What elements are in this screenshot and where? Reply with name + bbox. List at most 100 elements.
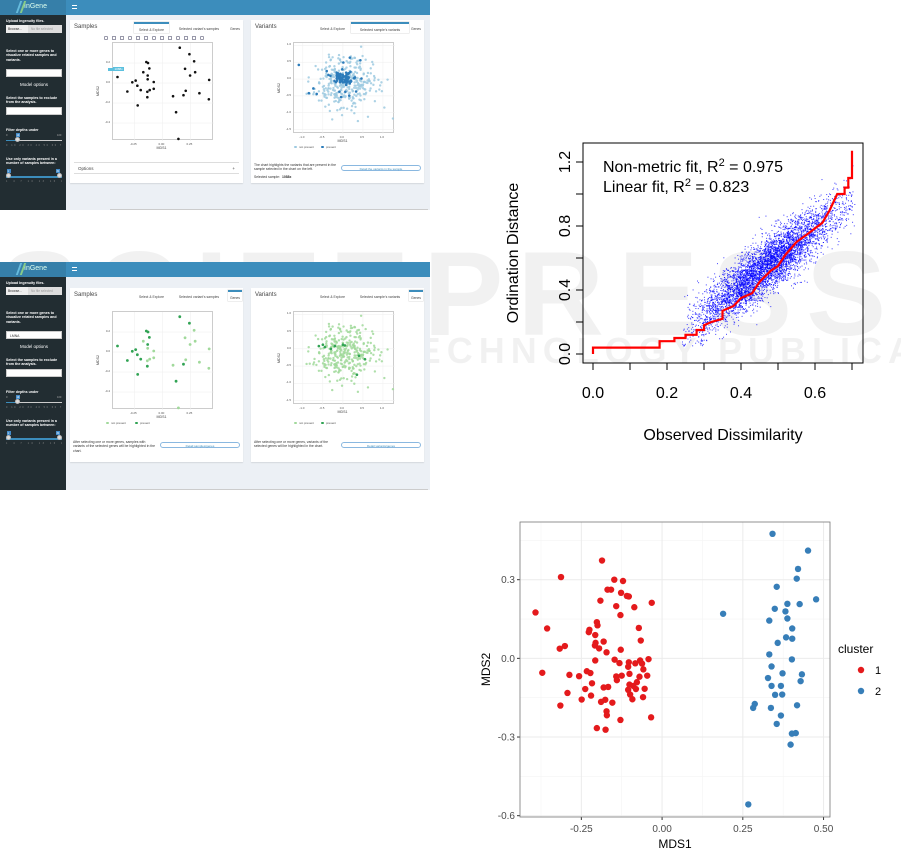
detail-button[interactable]: Detail variants/genes — [341, 442, 421, 448]
tab-genes[interactable]: Genes — [409, 290, 423, 301]
data-point — [784, 270, 786, 272]
zoom-out-icon[interactable] — [152, 36, 156, 40]
sample-point — [198, 91, 201, 95]
data-point — [783, 258, 785, 260]
scatter-plot-area[interactable] — [112, 311, 214, 410]
data-point — [745, 287, 747, 289]
variant-point — [324, 335, 328, 339]
x-tick-label: 0.00 — [158, 142, 165, 146]
tab-genes[interactable]: Genes — [228, 290, 242, 301]
variant-point — [342, 106, 345, 110]
tab-select-explore[interactable]: Select & Explore — [319, 27, 346, 31]
lasso-icon[interactable] — [136, 36, 140, 40]
scatter-plot-area[interactable] — [293, 42, 395, 134]
browse-button[interactable]: Browse... — [6, 287, 28, 295]
data-point — [813, 234, 815, 236]
data-point — [765, 257, 767, 259]
variant-point — [348, 91, 352, 94]
data-point — [790, 246, 792, 248]
sidebar-toggle-icon[interactable] — [72, 5, 77, 9]
data-point — [767, 261, 769, 263]
range-low-handle[interactable] — [6, 435, 11, 440]
data-point — [745, 276, 747, 278]
data-point — [800, 256, 802, 258]
data-point — [710, 294, 712, 296]
zoom-in-icon[interactable] — [144, 36, 148, 40]
filter-depth-slider[interactable] — [6, 140, 62, 141]
data-point — [837, 202, 839, 204]
pan-icon[interactable] — [120, 36, 124, 40]
data-point — [790, 256, 792, 258]
scatter-plot-area[interactable] — [112, 42, 214, 141]
autoscale-icon[interactable] — [160, 36, 164, 40]
range-high-handle[interactable] — [57, 173, 62, 178]
exclude-samples-input[interactable] — [6, 107, 62, 115]
data-point — [817, 239, 819, 241]
hover-compare-icon[interactable] — [192, 36, 196, 40]
sample-range-slider[interactable] — [6, 176, 62, 178]
data-point — [846, 194, 848, 196]
slider-handle[interactable] — [15, 137, 20, 142]
tab-genes[interactable]: Genes — [411, 27, 421, 31]
hover-closest-icon[interactable] — [184, 36, 188, 40]
data-point — [730, 284, 732, 286]
tab-select-explore[interactable]: Select & Explore — [319, 295, 346, 299]
data-point — [800, 217, 802, 219]
variant-point — [315, 363, 318, 367]
data-point — [795, 250, 797, 252]
data-point — [733, 321, 735, 323]
reset-icon[interactable] — [168, 36, 172, 40]
tab-genes[interactable]: Genes — [230, 27, 240, 31]
slider-handle[interactable] — [15, 399, 20, 404]
data-point — [814, 234, 816, 236]
data-point — [702, 307, 704, 309]
tab-selected-items[interactable]: Selected sample's variants — [351, 22, 409, 33]
data-point — [831, 198, 833, 200]
data-point — [686, 324, 688, 326]
tab-selected-items[interactable]: Selected variant's samples — [178, 295, 220, 299]
detail-button[interactable]: Detail the variants in the sample — [341, 165, 421, 171]
data-point — [796, 236, 798, 238]
data-point — [763, 288, 765, 290]
data-point — [769, 256, 771, 258]
tab-select-explore[interactable]: Select & Explore — [134, 22, 169, 33]
browse-button[interactable]: Browse... — [6, 25, 28, 33]
variant-point — [358, 334, 362, 338]
range-low-handle[interactable] — [6, 173, 11, 178]
variant-point — [317, 90, 321, 93]
genes-select-input[interactable] — [6, 69, 62, 77]
variant-point — [391, 117, 395, 120]
zoom-icon[interactable] — [112, 36, 116, 40]
expand-icon[interactable]: + — [232, 166, 235, 171]
tab-selected-items[interactable]: Selected sample's variants — [359, 295, 401, 299]
data-point — [749, 284, 751, 286]
box-select-icon[interactable] — [128, 36, 132, 40]
data-point — [756, 293, 758, 295]
options-collapsible[interactable]: Options + — [74, 162, 239, 174]
scatter-plot-area[interactable] — [293, 311, 395, 405]
data-point — [739, 280, 741, 282]
data-point — [747, 246, 749, 248]
data-point — [729, 299, 731, 301]
sidebar-toggle-icon[interactable] — [72, 267, 77, 271]
data-point — [832, 189, 834, 191]
tab-selected-items[interactable]: Selected variant's samples — [178, 27, 220, 31]
spike-icon[interactable] — [176, 36, 180, 40]
tab-select-explore[interactable]: Select & Explore — [138, 295, 165, 299]
x-axis-label: MDS1 — [156, 146, 167, 150]
data-point — [744, 299, 746, 301]
genes-select-input[interactable]: LMNA — [6, 331, 62, 339]
sample-range-slider[interactable] — [6, 438, 62, 440]
data-point — [791, 255, 793, 257]
data-point — [805, 226, 807, 228]
plotly-logo-icon[interactable] — [200, 36, 204, 40]
data-point — [777, 284, 779, 286]
range-high-handle[interactable] — [57, 435, 62, 440]
detail-button[interactable]: Detail samples/genes — [160, 442, 240, 448]
filter-depth-slider[interactable] — [6, 402, 62, 403]
data-point — [710, 324, 712, 326]
data-point — [780, 275, 782, 277]
camera-icon[interactable] — [104, 36, 108, 40]
exclude-samples-input[interactable] — [6, 369, 62, 377]
variant-point — [366, 71, 370, 75]
